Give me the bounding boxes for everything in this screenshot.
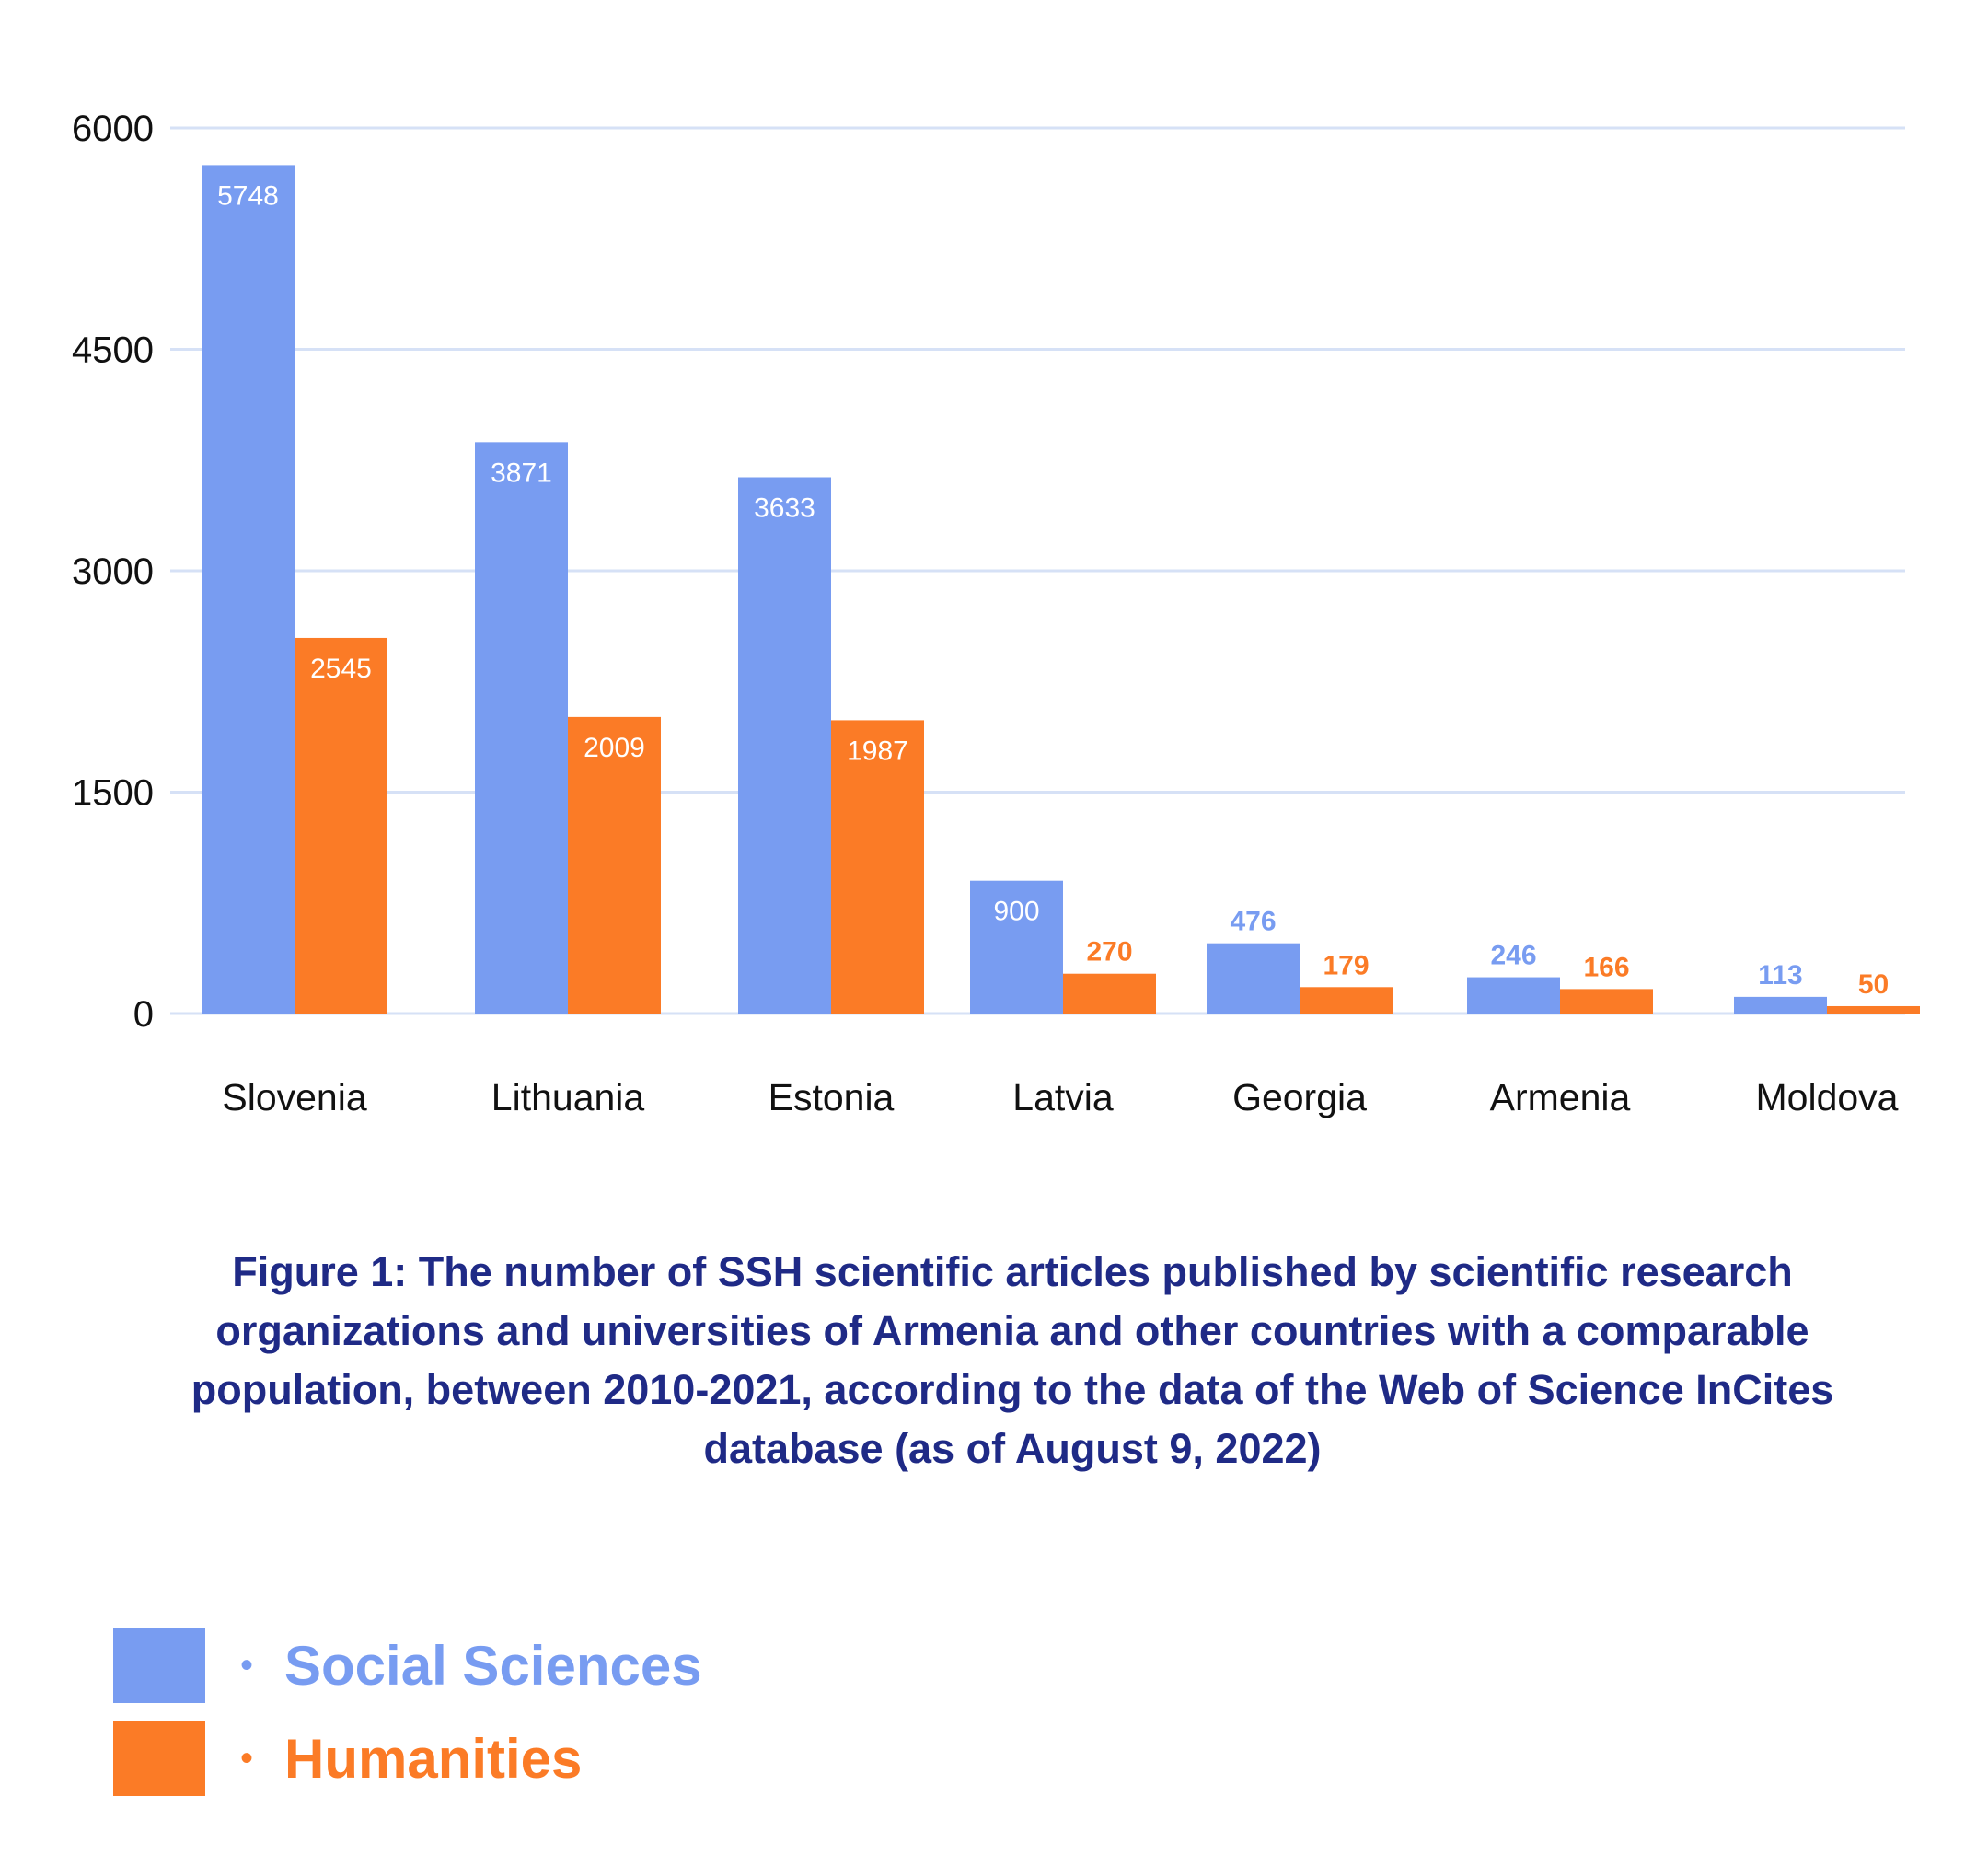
legend-swatch-humanities [113, 1721, 205, 1796]
data-label: 2009 [584, 733, 645, 763]
data-label: 3871 [491, 458, 552, 488]
legend-label-social-sciences: Social Sciences [284, 1634, 702, 1697]
bar [831, 720, 924, 1014]
data-label: 113 [1758, 960, 1802, 991]
bar [295, 637, 387, 1014]
y-tick-label: 3000 [72, 551, 154, 592]
data-label: 476 [1230, 907, 1276, 937]
data-label: 166 [1583, 952, 1629, 982]
bar [568, 716, 661, 1014]
legend-item-social-sciences: • Social Sciences [113, 1628, 702, 1703]
bar [1300, 987, 1393, 1014]
data-label: 900 [993, 897, 1039, 927]
legend-bullet: • [240, 1644, 254, 1686]
x-tick-label: Estonia [769, 1076, 895, 1118]
bar [1467, 977, 1560, 1014]
x-tick-label: Slovenia [222, 1076, 366, 1118]
legend-bullet: • [240, 1737, 254, 1779]
data-label: 2545 [310, 654, 372, 684]
x-tick-label: Lithuania [491, 1076, 645, 1118]
legend-label-humanities: Humanities [284, 1727, 583, 1790]
bar [738, 477, 831, 1014]
x-tick-label: Armenia [1490, 1076, 1631, 1118]
bar [1827, 1005, 1920, 1014]
data-label: 246 [1490, 941, 1536, 971]
legend-item-humanities: • Humanities [113, 1721, 702, 1796]
bar [1207, 943, 1300, 1014]
bars [202, 165, 1920, 1014]
data-label: 179 [1323, 950, 1369, 980]
x-axis-categories: Slovenia Lithuania Estonia Latvia Georgia Arm… [222, 1076, 1898, 1118]
x-tick-label: Georgia [1232, 1076, 1367, 1118]
data-label: 1987 [847, 736, 908, 766]
bar [970, 880, 1063, 1014]
legend-swatch-social-sciences [113, 1628, 205, 1703]
data-label: 270 [1086, 937, 1132, 968]
y-tick-label: 1500 [72, 773, 154, 814]
bar [1734, 996, 1827, 1014]
y-axis-ticks: 0 1500 3000 4500 6000 [72, 109, 154, 1035]
figure-caption: Figure 1: The number of SSH scientific a… [191, 1248, 1834, 1472]
x-tick-label: Moldova [1756, 1076, 1899, 1118]
data-label: 50 [1858, 969, 1889, 1000]
bar [1063, 973, 1156, 1014]
y-tick-label: 4500 [72, 330, 154, 371]
y-tick-label: 6000 [72, 109, 154, 149]
data-labels: 5748 2545 3871 2009 3633 1987 900 270 476 179 246 1… [217, 180, 1889, 1000]
y-tick-label: 0 [133, 994, 154, 1035]
x-tick-label: Latvia [1012, 1076, 1114, 1118]
data-label: 3633 [754, 493, 815, 524]
bar-chart: 0 1500 3000 4500 6000 5748 2545 3871 2009 3633 19… [72, 109, 1920, 1118]
data-label: 5748 [217, 180, 279, 211]
bar [202, 165, 295, 1014]
legend: • Social Sciences • Humanities [113, 1628, 702, 1813]
bar [475, 442, 568, 1014]
bar [1560, 989, 1653, 1014]
